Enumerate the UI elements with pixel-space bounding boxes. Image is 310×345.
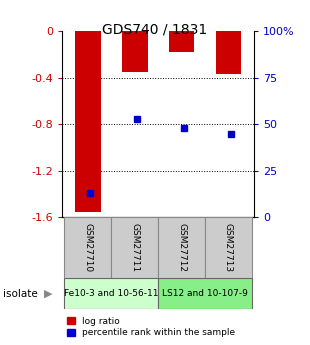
- Text: ▶: ▶: [44, 289, 52, 299]
- Bar: [205, 217, 252, 278]
- Bar: [169, 31, 194, 52]
- Text: GSM27711: GSM27711: [130, 223, 139, 272]
- Text: GSM27710: GSM27710: [83, 223, 92, 272]
- Bar: [111, 217, 158, 278]
- Bar: [215, 31, 241, 74]
- Bar: [64, 278, 158, 309]
- Bar: [75, 31, 101, 211]
- Bar: [64, 217, 111, 278]
- Text: GDS740 / 1831: GDS740 / 1831: [102, 22, 208, 37]
- Bar: [158, 278, 252, 309]
- Text: GSM27712: GSM27712: [177, 223, 186, 272]
- Text: Fe10-3 and 10-56-11: Fe10-3 and 10-56-11: [64, 289, 158, 298]
- Text: GSM27713: GSM27713: [224, 223, 233, 272]
- Bar: [158, 217, 205, 278]
- Legend: log ratio, percentile rank within the sample: log ratio, percentile rank within the sa…: [67, 317, 235, 337]
- Text: isolate: isolate: [3, 289, 38, 299]
- Text: LS12 and 10-107-9: LS12 and 10-107-9: [162, 289, 248, 298]
- Bar: [122, 31, 148, 72]
